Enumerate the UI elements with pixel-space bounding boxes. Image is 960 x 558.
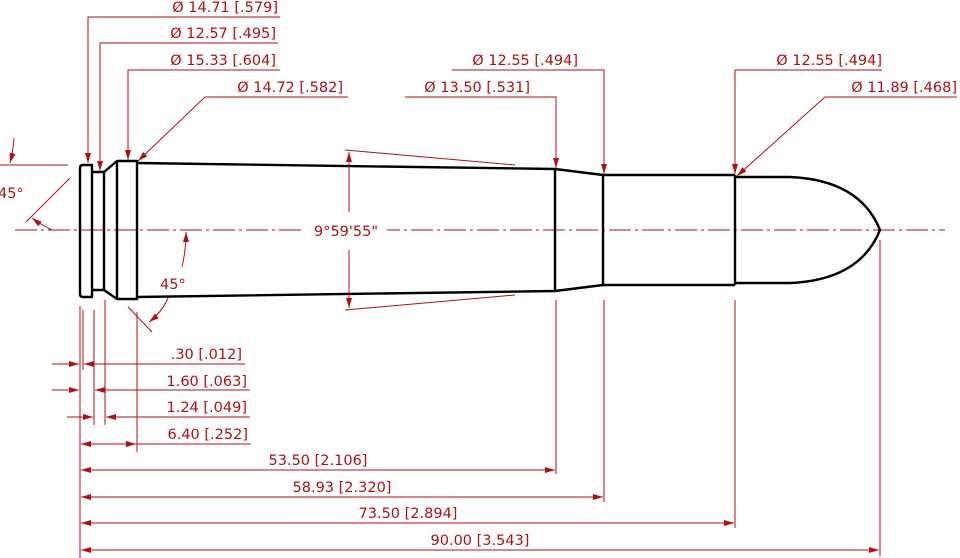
dim-groove-width: 1.24 [.049] xyxy=(167,400,248,416)
body-top xyxy=(136,161,735,177)
dim-bullet-base-diameter: Ø 12.55 [.494] xyxy=(776,53,882,69)
dim-belt-length: 6.40 [.252] xyxy=(168,427,249,443)
dim-case-length: 73.50 [2.894] xyxy=(359,506,458,522)
length-callouts: .30 [.012] 1.60 [.063] 1.24 [.049] 6.40 … xyxy=(52,347,879,553)
dim-belt-diameter: Ø 15.33 [.604] xyxy=(170,53,276,69)
belt xyxy=(103,159,139,301)
dim-rim-chamfer-angle: 45° xyxy=(0,186,24,202)
dim-shoulder-diameter: Ø 13.50 [.531] xyxy=(424,80,530,96)
dim-shoulder-length: 53.50 [2.106] xyxy=(269,453,368,469)
dim-overall-length: 90.00 [3.543] xyxy=(431,533,530,549)
dim-rim-thickness: 1.60 [.063] xyxy=(167,374,248,390)
rim xyxy=(78,163,94,299)
dim-neck-diameter: Ø 12.55 [.494] xyxy=(472,53,578,69)
bullet xyxy=(735,175,882,285)
cartridge-outline xyxy=(78,159,882,301)
extractor-groove xyxy=(92,170,106,292)
dim-rim-chamfer: .30 [.012] xyxy=(171,347,242,363)
dim-bullet-diameter: Ø 11.89 [.468] xyxy=(851,80,957,96)
dim-body-base-diameter: Ø 14.72 [.582] xyxy=(237,80,343,96)
extension-lines xyxy=(79,240,881,558)
dim-rim-diameter: Ø 14.71 [.579] xyxy=(172,0,278,16)
dim-body-taper-angle: 9°59'55" xyxy=(314,224,378,240)
angle-callouts: 9°59'55" 45° 45° xyxy=(0,137,516,333)
diameter-callouts: Ø 14.71 [.579] Ø 12.57 [.495] Ø 15.33 [.… xyxy=(85,0,957,177)
dim-belt-chamfer-angle: 45° xyxy=(160,277,186,293)
dim-neck-length: 58.93 [2.320] xyxy=(293,480,392,496)
dim-groove-diameter: Ø 12.57 [.495] xyxy=(170,26,276,42)
body-bottom xyxy=(136,283,735,299)
